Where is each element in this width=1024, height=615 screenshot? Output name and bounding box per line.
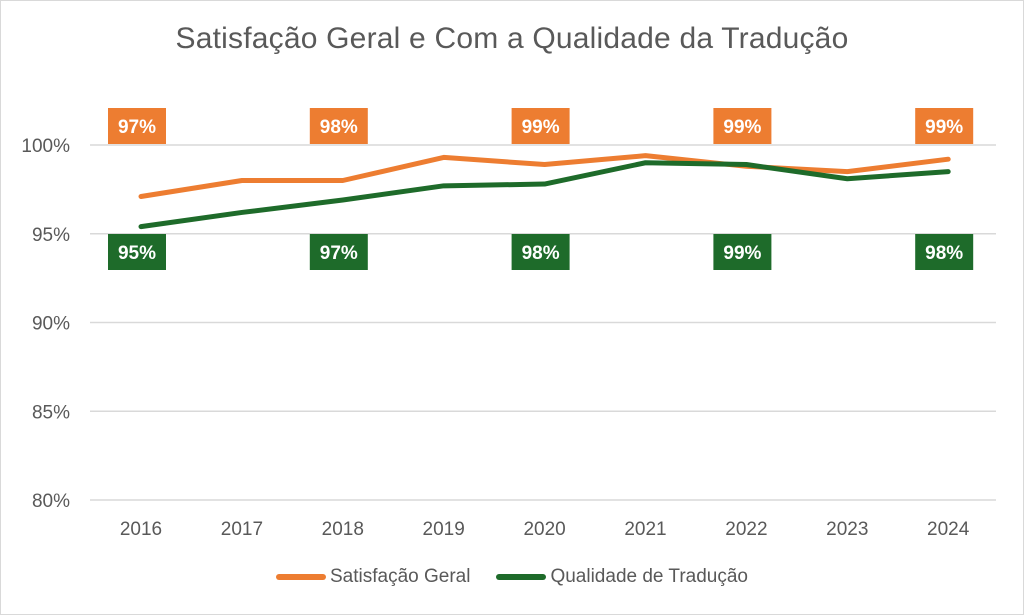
legend-label: Qualidade de Tradução <box>550 566 748 587</box>
legend-swatch-orange <box>275 574 326 580</box>
data-label-box <box>108 234 166 270</box>
data-label-text: 99% <box>925 117 963 138</box>
y-tick-label: 80% <box>32 491 70 512</box>
legend-item-qualidade[interactable]: Qualidade de Tradução <box>496 566 748 588</box>
x-tick-label: 2016 <box>120 519 162 540</box>
y-tick-label: 100% <box>21 136 70 157</box>
data-label-box <box>108 108 166 144</box>
data-label-box <box>915 108 974 144</box>
legend: Satisfação Geral Qualidade de Tradução <box>0 566 1024 588</box>
data-label-box <box>309 234 368 270</box>
x-tick-label: 2021 <box>624 519 666 540</box>
legend-swatch-green <box>496 574 547 580</box>
x-tick-label: 2017 <box>221 519 263 540</box>
x-tick-label: 2019 <box>423 519 465 540</box>
chart-title: Satisfação Geral e Com a Qualidade da Tr… <box>175 22 849 55</box>
line-satisfacao-geral <box>138 153 951 199</box>
data-label-text: 99% <box>723 243 761 264</box>
x-tick-label: 2020 <box>523 519 565 540</box>
x-tick-label: 2023 <box>826 519 868 540</box>
data-label-box <box>713 234 772 270</box>
data-label-box <box>713 108 772 144</box>
data-label-text: 95% <box>118 243 156 264</box>
data-label-box <box>511 234 570 270</box>
data-label-text: 99% <box>522 117 560 138</box>
data-label-text: 98% <box>522 243 560 264</box>
data-label-box <box>915 234 974 270</box>
data-label-text: 98% <box>320 117 358 138</box>
data-label-box <box>309 108 368 144</box>
line-qualidade-traducao <box>138 160 951 230</box>
data-label-text: 97% <box>118 117 156 138</box>
x-tick-label: 2022 <box>725 519 767 540</box>
data-label-box <box>511 108 570 144</box>
y-tick-label: 95% <box>32 225 70 246</box>
legend-label: Satisfação Geral <box>329 566 471 587</box>
data-label-text: 97% <box>320 243 358 264</box>
x-tick-label: 2024 <box>927 519 970 540</box>
y-tick-label: 90% <box>32 314 70 335</box>
y-tick-label: 85% <box>32 402 70 423</box>
x-tick-label: 2018 <box>322 519 364 540</box>
legend-item-satisfacao[interactable]: Satisfação Geral <box>275 566 471 588</box>
data-label-text: 99% <box>723 117 761 138</box>
data-label-text: 98% <box>925 243 963 264</box>
